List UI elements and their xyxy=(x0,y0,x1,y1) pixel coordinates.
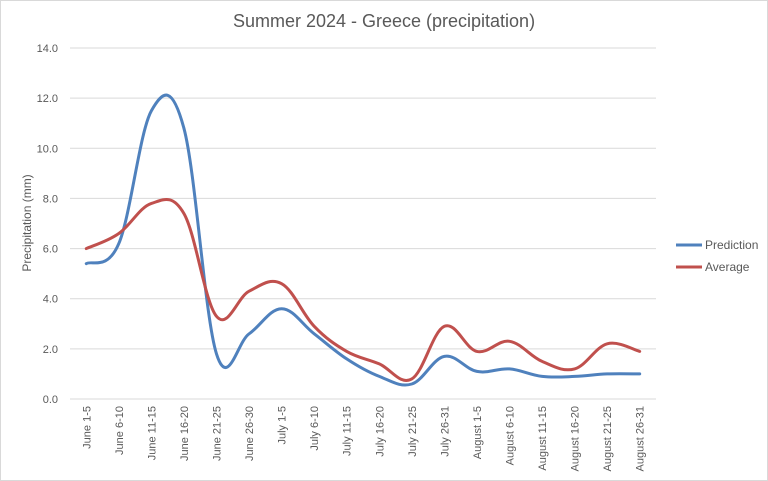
x-tick-label: July 1-5 xyxy=(277,406,289,445)
x-axis-ticks: June 1-5 June 6-10 June 11-15 June 16-20 Jun… xyxy=(81,406,646,471)
x-tick-label: August 1-5 xyxy=(472,406,484,459)
x-tick-label: July 6-10 xyxy=(309,406,321,451)
y-tick-label: 0.0 xyxy=(43,394,58,406)
y-tick-label: 12.0 xyxy=(37,93,58,105)
series-line-average xyxy=(84,197,642,382)
y-tick-label: 6.0 xyxy=(43,244,58,256)
y-tick-label: 2.0 xyxy=(43,344,58,356)
legend-label-prediction: Prediction xyxy=(705,238,758,252)
x-tick-label: July 21-25 xyxy=(407,406,419,457)
x-tick-label: July 26-31 xyxy=(439,406,451,457)
x-tick-label: July 16-20 xyxy=(374,406,386,457)
legend: Prediction Average xyxy=(676,238,758,274)
y-axis-ticks: 0.0 2.0 4.0 6.0 8.0 10.0 12.0 14.0 xyxy=(37,43,58,406)
series-lines xyxy=(84,93,642,387)
y-tick-label: 14.0 xyxy=(37,43,58,55)
series-line-prediction xyxy=(84,93,642,387)
x-tick-label: June 1-5 xyxy=(81,406,93,449)
y-tick-label: 8.0 xyxy=(43,193,58,205)
chart-title: Summer 2024 - Greece (precipitation) xyxy=(233,11,535,31)
x-tick-label: August 21-25 xyxy=(602,406,614,471)
y-tick-label: 10.0 xyxy=(37,143,58,155)
legend-label-average: Average xyxy=(705,260,750,274)
x-tick-label: August 6-10 xyxy=(505,406,517,465)
x-tick-label: August 11-15 xyxy=(537,406,549,471)
y-axis-label: Precipitation (mm) xyxy=(20,174,34,271)
x-tick-label: June 16-20 xyxy=(179,406,191,461)
x-tick-label: June 21-25 xyxy=(212,406,224,461)
y-tick-label: 4.0 xyxy=(43,294,58,306)
x-tick-label: July 11-15 xyxy=(342,406,354,456)
x-tick-label: June 11-15 xyxy=(146,406,158,460)
x-tick-label: August 26-31 xyxy=(635,406,647,471)
x-tick-label: June 6-10 xyxy=(114,406,126,455)
x-tick-label: August 16-20 xyxy=(570,406,582,471)
x-tick-label: June 26-30 xyxy=(244,406,256,461)
